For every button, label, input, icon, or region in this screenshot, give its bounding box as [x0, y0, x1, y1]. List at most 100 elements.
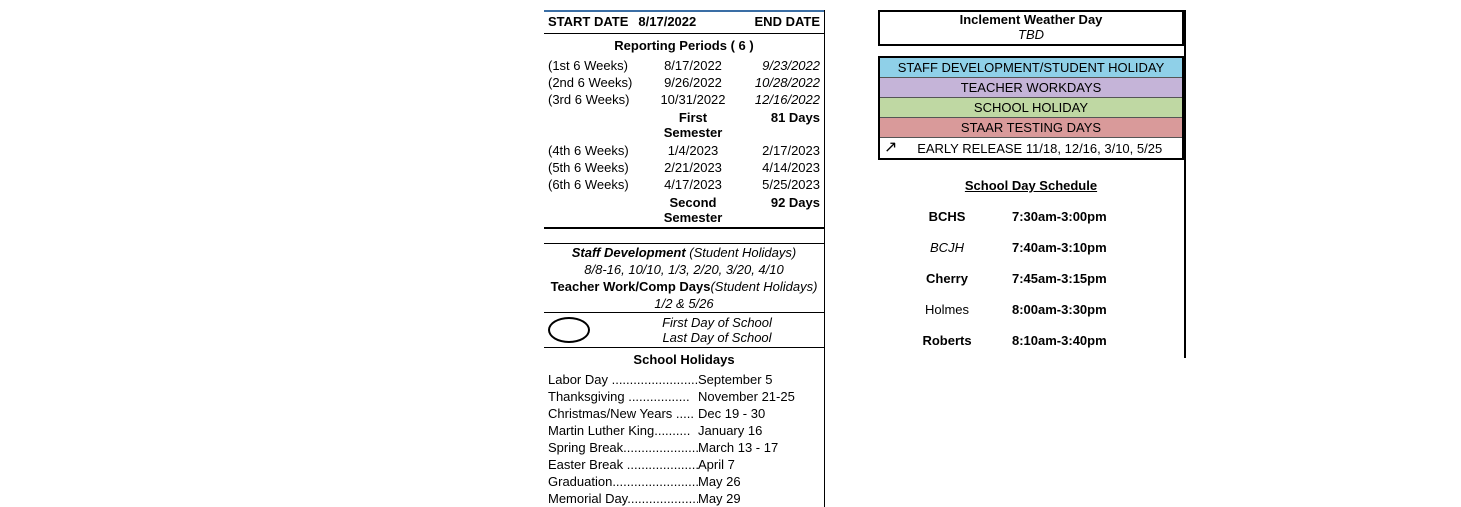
- rp-name: (4th 6 Weeks): [548, 143, 648, 158]
- schedule-time: 8:10am-3:40pm: [1012, 333, 1180, 348]
- holiday-row: Thanksgiving .................November 2…: [544, 388, 824, 405]
- rp-start: 9/26/2022: [648, 75, 738, 90]
- holiday-date: May 26: [698, 474, 820, 489]
- holiday-row: Martin Luther King..........January 16: [544, 422, 824, 439]
- legend-row-teacher-workdays: TEACHER WORKDAYS: [880, 77, 1182, 97]
- rp-name: (5th 6 Weeks): [548, 160, 648, 175]
- rp-row: (5th 6 Weeks) 2/21/2023 4/14/2023: [544, 159, 824, 176]
- second-sem-days: 92 Days: [738, 195, 820, 225]
- inclement-sub: TBD: [880, 27, 1182, 44]
- legend-row-school-holiday: SCHOOL HOLIDAY: [880, 97, 1182, 117]
- legend-row-staffdev: STAFF DEVELOPMENT/STUDENT HOLIDAY: [880, 58, 1182, 77]
- school-holidays-header: School Holidays: [544, 348, 824, 371]
- holiday-row: Easter Break ........................Apr…: [544, 456, 824, 473]
- early-release-text: EARLY RELEASE 11/18, 12/16, 3/10, 5/25: [901, 141, 1178, 156]
- legend-box: STAFF DEVELOPMENT/STUDENT HOLIDAY TEACHE…: [878, 56, 1184, 160]
- start-date-label: START DATE: [548, 14, 628, 29]
- rp-end: 2/17/2023: [738, 143, 820, 158]
- schedule-name: Cherry: [882, 271, 1012, 286]
- rp-name: (2nd 6 Weeks): [548, 75, 648, 90]
- holiday-date: Dec 19 - 30: [698, 406, 820, 421]
- rp-name: (3rd 6 Weeks): [548, 92, 648, 107]
- inclement-weather-box: Inclement Weather Day TBD: [878, 10, 1184, 46]
- first-sem-days: 81 Days: [738, 110, 820, 140]
- rp-start: 2/21/2023: [648, 160, 738, 175]
- arrow-icon: ↗: [884, 140, 897, 156]
- schedule-time: 7:40am-3:10pm: [1012, 240, 1180, 255]
- start-end-row: START DATE 8/17/2022 END DATE: [544, 10, 824, 34]
- rp-start: 8/17/2022: [648, 58, 738, 73]
- holiday-name: Thanksgiving .................: [548, 389, 698, 404]
- legend-row-early-release: ↗ EARLY RELEASE 11/18, 12/16, 3/10, 5/25: [880, 137, 1182, 158]
- oval-icon: [548, 317, 590, 343]
- holiday-row: Spring Break.....................March 1…: [544, 439, 824, 456]
- staff-dev-row: Staff Development (Student Holidays): [544, 244, 824, 261]
- student-holidays-label: (Student Holidays): [686, 245, 797, 260]
- second-semester-row: Second Semester 92 Days: [544, 193, 824, 229]
- end-date-label: END DATE: [755, 14, 820, 29]
- second-sem-label: Second Semester: [648, 195, 738, 225]
- holiday-name: Graduation............................: [548, 474, 698, 489]
- rp-row: (6th 6 Weeks) 4/17/2023 5/25/2023: [544, 176, 824, 193]
- schedule-row: Cherry 7:45am-3:15pm: [878, 265, 1184, 296]
- rp-end: 5/25/2023: [738, 177, 820, 192]
- last-day-label: Last Day of School: [614, 330, 820, 345]
- schedule-name: Holmes: [882, 302, 1012, 317]
- legend-row-staar: STAAR TESTING DAYS: [880, 117, 1182, 137]
- schedule-name: BCJH: [882, 240, 1012, 255]
- rp-end: 9/23/2022: [738, 58, 820, 73]
- rp-end: 10/28/2022: [738, 75, 820, 90]
- schedule-row: Holmes 8:00am-3:30pm: [878, 296, 1184, 327]
- holiday-date: November 21-25: [698, 389, 820, 404]
- rp-row: (1st 6 Weeks) 8/17/2022 9/23/2022: [544, 57, 824, 74]
- schedule-time: 8:00am-3:30pm: [1012, 302, 1180, 317]
- schedule-time: 7:30am-3:00pm: [1012, 209, 1180, 224]
- inclement-title: Inclement Weather Day: [880, 12, 1182, 27]
- teacher-work-label: Teacher Work/Comp Days: [551, 279, 711, 294]
- rp-row: (2nd 6 Weeks) 9/26/2022 10/28/2022: [544, 74, 824, 91]
- calendar-info-panel: START DATE 8/17/2022 END DATE Reporting …: [544, 10, 825, 507]
- reporting-periods-header: Reporting Periods ( 6 ): [544, 34, 824, 57]
- holiday-row: Labor Day ........................Septem…: [544, 371, 824, 388]
- teacher-work-row: Teacher Work/Comp Days(Student Holidays): [544, 278, 824, 295]
- holiday-date: March 13 - 17: [698, 440, 820, 455]
- schedule-name: BCHS: [882, 209, 1012, 224]
- schedule-name: Roberts: [882, 333, 1012, 348]
- rp-end: 4/14/2023: [738, 160, 820, 175]
- school-day-schedule-header: School Day Schedule: [878, 178, 1184, 193]
- schedule-row: BCJH 7:40am-3:10pm: [878, 234, 1184, 265]
- rp-end: 12/16/2022: [738, 92, 820, 107]
- holiday-name: Spring Break.....................: [548, 440, 698, 455]
- rp-row: (3rd 6 Weeks) 10/31/2022 12/16/2022: [544, 91, 824, 108]
- rp-start: 4/17/2023: [648, 177, 738, 192]
- staff-dev-dates: 8/8-16, 10/10, 1/3, 2/20, 3/20, 4/10: [544, 261, 824, 278]
- start-date-value: 8/17/2022: [638, 14, 696, 29]
- first-semester-row: First Semester 81 Days: [544, 108, 824, 142]
- holiday-row: Christmas/New Years .....Dec 19 - 30: [544, 405, 824, 422]
- schedule-time: 7:45am-3:15pm: [1012, 271, 1180, 286]
- first-last-day-row: First Day of School Last Day of School: [544, 312, 824, 348]
- schedule-row: BCHS 7:30am-3:00pm: [878, 203, 1184, 234]
- rp-name: (1st 6 Weeks): [548, 58, 648, 73]
- rp-start: 10/31/2022: [648, 92, 738, 107]
- first-sem-label: First Semester: [648, 110, 738, 140]
- legend-schedule-panel: Inclement Weather Day TBD STAFF DEVELOPM…: [878, 10, 1186, 358]
- divider: [544, 229, 824, 244]
- holiday-name: Christmas/New Years .....: [548, 406, 698, 421]
- student-holidays-label2: (Student Holidays): [710, 279, 817, 294]
- rp-start: 1/4/2023: [648, 143, 738, 158]
- holiday-date: April 7: [698, 457, 820, 472]
- holiday-name: Martin Luther King..........: [548, 423, 698, 438]
- holiday-date: September 5: [698, 372, 820, 387]
- rp-row: (4th 6 Weeks) 1/4/2023 2/17/2023: [544, 142, 824, 159]
- schedule-row: Roberts 8:10am-3:40pm: [878, 327, 1184, 358]
- holiday-name: Easter Break ........................: [548, 457, 698, 472]
- holiday-name: Memorial Day......................: [548, 491, 698, 506]
- holiday-name: Labor Day ........................: [548, 372, 698, 387]
- holiday-date: May 29: [698, 491, 820, 506]
- holiday-row: Graduation............................Ma…: [544, 473, 824, 490]
- rp-name: (6th 6 Weeks): [548, 177, 648, 192]
- holiday-date: January 16: [698, 423, 820, 438]
- staff-dev-label: Staff Development: [572, 245, 686, 260]
- first-day-label: First Day of School: [614, 315, 820, 330]
